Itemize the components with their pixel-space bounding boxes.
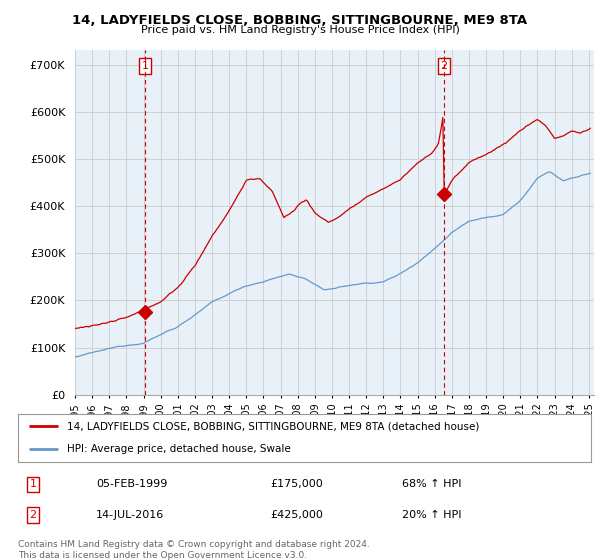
Text: 1: 1 xyxy=(29,479,37,489)
Text: 68% ↑ HPI: 68% ↑ HPI xyxy=(402,479,461,489)
Text: £425,000: £425,000 xyxy=(270,510,323,520)
Text: 20% ↑ HPI: 20% ↑ HPI xyxy=(402,510,461,520)
Text: 05-FEB-1999: 05-FEB-1999 xyxy=(96,479,167,489)
Text: 1: 1 xyxy=(142,60,149,71)
Text: Contains HM Land Registry data © Crown copyright and database right 2024.
This d: Contains HM Land Registry data © Crown c… xyxy=(18,540,370,560)
Text: HPI: Average price, detached house, Swale: HPI: Average price, detached house, Swal… xyxy=(67,444,290,454)
Text: 2: 2 xyxy=(29,510,37,520)
Text: 2: 2 xyxy=(440,60,448,71)
Text: 14, LADYFIELDS CLOSE, BOBBING, SITTINGBOURNE, ME9 8TA (detached house): 14, LADYFIELDS CLOSE, BOBBING, SITTINGBO… xyxy=(67,421,479,431)
Text: Price paid vs. HM Land Registry's House Price Index (HPI): Price paid vs. HM Land Registry's House … xyxy=(140,25,460,35)
Text: 14, LADYFIELDS CLOSE, BOBBING, SITTINGBOURNE, ME9 8TA: 14, LADYFIELDS CLOSE, BOBBING, SITTINGBO… xyxy=(73,14,527,27)
Text: £175,000: £175,000 xyxy=(270,479,323,489)
Text: 14-JUL-2016: 14-JUL-2016 xyxy=(96,510,164,520)
